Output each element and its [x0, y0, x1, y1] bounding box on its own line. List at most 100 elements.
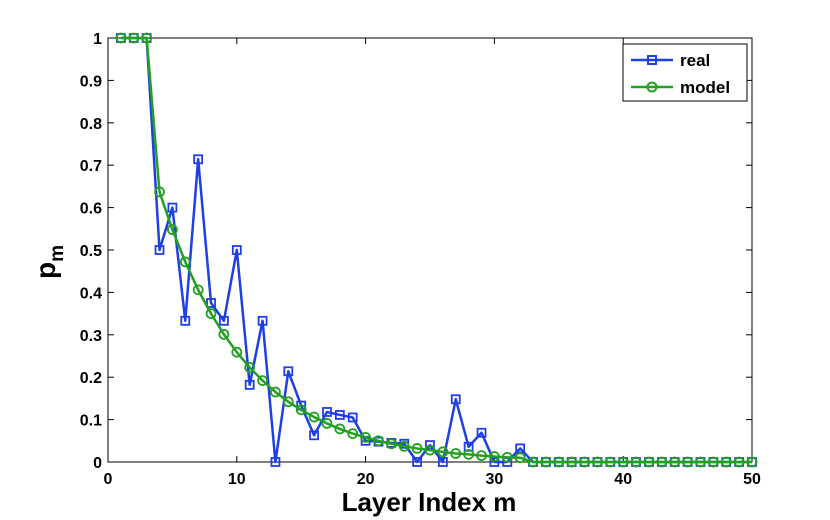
- data-point-model: [643, 456, 655, 468]
- data-point-model: [244, 362, 256, 373]
- data-point-model: [308, 411, 320, 423]
- data-point-model: [695, 456, 706, 468]
- y-tick-label: 0.4: [80, 285, 102, 302]
- data-point-real: [412, 457, 423, 467]
- y-tick-label: 0.5: [80, 243, 102, 260]
- data-point-real: [257, 315, 268, 326]
- y-tick-label: 0.7: [80, 158, 102, 175]
- data-point-model: [141, 32, 153, 44]
- data-point-model: [617, 456, 629, 468]
- data-point-model: [720, 456, 732, 468]
- data-point-real: [270, 457, 281, 467]
- y-tick-label: 1: [93, 31, 102, 48]
- y-tick-label: 0.3: [80, 328, 102, 345]
- data-point-model: [179, 256, 191, 268]
- legend-marker-real: [647, 55, 657, 65]
- data-point-model: [707, 456, 719, 468]
- x-tick-label: 40: [614, 471, 632, 488]
- data-point-model: [347, 428, 359, 439]
- data-point-real: [206, 298, 216, 308]
- data-point-model: [424, 444, 436, 456]
- data-point-model: [321, 418, 333, 429]
- data-point-model: [360, 432, 372, 443]
- data-point-model: [218, 328, 230, 340]
- x-axis-label: Layer Index m: [342, 487, 517, 517]
- data-point-real: [231, 245, 242, 255]
- y-tick-label: 0.8: [80, 116, 102, 133]
- data-point-real: [154, 245, 165, 255]
- y-tick-label: 0.1: [80, 413, 102, 430]
- data-point-model: [656, 456, 668, 468]
- data-point-real: [283, 366, 294, 377]
- data-point-model: [411, 443, 423, 454]
- data-point-model: [282, 396, 294, 408]
- data-point-model: [192, 284, 204, 296]
- data-point-real: [309, 430, 319, 441]
- data-point-real: [244, 379, 255, 390]
- data-point-model: [295, 404, 307, 416]
- legend-marker-model: [646, 81, 658, 93]
- data-point-model: [592, 456, 603, 468]
- data-point-real: [167, 202, 178, 213]
- y-axis-label-subscript: m: [47, 245, 68, 262]
- plot-frame: [107, 37, 753, 463]
- data-point-model: [463, 448, 475, 460]
- legend-label-model: model: [680, 78, 730, 97]
- data-point-model: [154, 186, 165, 198]
- y-tick-label: 0.9: [80, 73, 102, 90]
- data-point-real: [334, 410, 345, 420]
- y-tick-label: 0.2: [80, 370, 102, 387]
- data-point-model: [733, 456, 745, 468]
- tick-labels: 0 10 20 30 40 50 0 0.1 0.2 0.3 0.4 0.5 0.6 0.7 0.8 0.9 1: [80, 31, 761, 488]
- data-point-model: [476, 450, 487, 462]
- data-point-model: [604, 456, 616, 468]
- data-point-model: [115, 32, 127, 44]
- data-point-real: [322, 407, 332, 417]
- data-point-model: [270, 386, 281, 398]
- y-tick-label: 0.6: [80, 201, 102, 218]
- data-point-model: [398, 440, 410, 452]
- legend-box: [622, 43, 748, 102]
- data-point-model: [128, 32, 140, 44]
- data-point-model: [385, 438, 397, 450]
- data-point-model: [682, 456, 693, 468]
- data-point-model: [231, 346, 243, 358]
- data-point-model: [488, 451, 500, 462]
- data-point-model: [166, 224, 178, 236]
- legend: real model: [622, 43, 748, 102]
- x-tick-label: 0: [104, 471, 113, 488]
- series-line-real: [120, 36, 752, 464]
- data-point-model: [373, 435, 384, 447]
- data-point-model: [257, 375, 268, 386]
- data-point-model: [437, 446, 449, 458]
- data-point-model: [540, 456, 552, 468]
- data-point-real: [450, 394, 461, 405]
- data-point-model: [579, 456, 590, 468]
- legend-label-real: real: [680, 51, 710, 70]
- data-point-model: [669, 456, 681, 468]
- data-point-real: [476, 427, 487, 438]
- data-point-real: [219, 315, 229, 326]
- x-tick-label: 50: [743, 471, 761, 488]
- data-point-model: [527, 456, 539, 468]
- x-tick-label: 30: [486, 471, 504, 488]
- y-tick-label: 0: [93, 455, 102, 472]
- data-point-model: [334, 423, 346, 435]
- data-point-real: [193, 154, 204, 165]
- series-line-model: [120, 36, 752, 464]
- data-point-model: [566, 456, 578, 468]
- data-point-model: [450, 448, 462, 459]
- data-point-model: [746, 456, 758, 468]
- data-point-real: [347, 412, 358, 423]
- data-point-model: [501, 451, 513, 463]
- data-point-model: [553, 456, 565, 468]
- x-tick-label: 20: [357, 471, 375, 488]
- data-point-real: [489, 457, 500, 467]
- data-point-model: [630, 456, 642, 468]
- y-axis-label-main: p: [30, 262, 61, 279]
- y-axis-label: pm: [30, 245, 68, 279]
- series-layer: [115, 32, 758, 468]
- x-tick-label: 10: [228, 471, 246, 488]
- data-point-real: [180, 315, 191, 326]
